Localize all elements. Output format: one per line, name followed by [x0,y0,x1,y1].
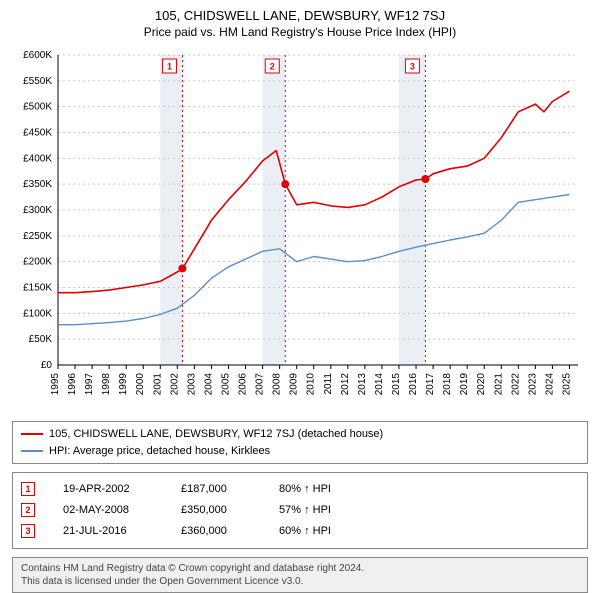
sale-row: 1 19-APR-2002 £187,000 80% ↑ HPI [21,479,579,500]
sale-date: 21-JUL-2016 [63,521,153,542]
x-tick-label: 2000 [135,373,146,396]
credit-footer: Contains HM Land Registry data © Crown c… [12,557,588,593]
y-tick-label: £500K [23,102,52,113]
y-tick-label: £300K [23,205,52,216]
x-tick-label: 2010 [306,373,317,396]
legend-swatch [21,450,43,452]
x-tick-label: 2008 [272,373,283,396]
chart-title: 105, CHIDSWELL LANE, DEWSBURY, WF12 7SJ [12,8,588,23]
sale-marker-number: 3 [410,62,415,72]
series-marker [421,175,429,183]
sale-marker-number: 1 [167,62,172,72]
sale-marker-box: 3 [21,524,35,538]
x-tick-label: 1998 [101,373,112,396]
x-tick-label: 1996 [67,373,78,396]
series-marker [178,264,186,272]
sale-price: £350,000 [181,500,251,521]
sale-marker-box: 1 [21,482,35,496]
x-tick-label: 2017 [425,373,436,396]
legend-label: 105, CHIDSWELL LANE, DEWSBURY, WF12 7SJ … [49,426,383,443]
y-tick-label: £550K [23,76,52,87]
x-tick-label: 1995 [50,373,61,396]
x-tick-label: 2019 [459,373,470,396]
shade-band [399,55,425,365]
y-tick-label: £350K [23,179,52,190]
series-hpi [58,195,570,325]
sale-pct: 57% ↑ HPI [279,500,331,521]
chart-subtitle: Price paid vs. HM Land Registry's House … [12,25,588,39]
x-tick-label: 2021 [493,373,504,396]
x-tick-label: 2003 [186,373,197,396]
legend: 105, CHIDSWELL LANE, DEWSBURY, WF12 7SJ … [12,421,588,464]
y-tick-label: £150K [23,283,52,294]
sale-marker-box: 2 [21,503,35,517]
sale-row: 2 02-MAY-2008 £350,000 57% ↑ HPI [21,500,579,521]
credit-line: Contains HM Land Registry data © Crown c… [21,562,579,575]
y-tick-label: £100K [23,308,52,319]
x-tick-label: 2025 [561,373,572,396]
credit-line: This data is licensed under the Open Gov… [21,575,579,588]
line-chart: £0 £50K £100K £150K £200K £250K £300K £350K £400… [12,45,588,415]
x-tick-label: 2005 [220,373,231,396]
sale-row: 3 21-JUL-2016 £360,000 60% ↑ HPI [21,521,579,542]
x-tick-label: 2001 [152,373,163,396]
y-tick-label: £400K [23,153,52,164]
chart-area: £0 £50K £100K £150K £200K £250K £300K £350K £400… [12,45,588,415]
sale-pct: 80% ↑ HPI [279,479,331,500]
y-tick-label: £200K [23,257,52,268]
sale-price: £187,000 [181,479,251,500]
sale-pct: 60% ↑ HPI [279,521,331,542]
sale-price: £360,000 [181,521,251,542]
x-tick-label: 2012 [340,373,351,396]
x-tick-label: 2004 [203,373,214,396]
y-tick-label: £250K [23,231,52,242]
y-tick-label: £50K [29,334,53,345]
sale-date: 02-MAY-2008 [63,500,153,521]
y-tick-label: £450K [23,128,52,139]
x-tick-label: 2002 [169,373,180,396]
legend-item: 105, CHIDSWELL LANE, DEWSBURY, WF12 7SJ … [21,426,579,443]
x-tick-label: 2023 [527,373,538,396]
sales-table: 1 19-APR-2002 £187,000 80% ↑ HPI 2 02-MAY-200… [12,472,588,549]
x-tick-label: 2007 [255,373,266,396]
series-property [58,91,570,293]
x-tick-label: 2014 [374,373,385,396]
x-tick-label: 2016 [408,373,419,396]
sale-marker-number: 2 [270,62,275,72]
x-tick-label: 2013 [357,373,368,396]
legend-label: HPI: Average price, detached house, Kirk… [49,443,270,460]
x-tick-label: 2022 [510,373,521,396]
y-tick-label: £0 [41,360,53,371]
x-tick-label: 2020 [476,373,487,396]
y-tick-label: £600K [23,50,52,61]
x-tick-label: 1999 [118,373,129,396]
x-tick-label: 2011 [323,373,334,395]
legend-item: HPI: Average price, detached house, Kirk… [21,443,579,460]
series-marker [281,180,289,188]
legend-swatch [21,433,43,435]
x-tick-label: 2024 [544,373,555,396]
x-tick-label: 2009 [289,373,300,396]
x-tick-label: 2006 [238,373,249,396]
x-tick-label: 1997 [84,373,95,396]
chart-container: 105, CHIDSWELL LANE, DEWSBURY, WF12 7SJ … [0,0,600,590]
x-tick-label: 2015 [391,373,402,396]
x-tick-label: 2018 [442,373,453,396]
sale-date: 19-APR-2002 [63,479,153,500]
